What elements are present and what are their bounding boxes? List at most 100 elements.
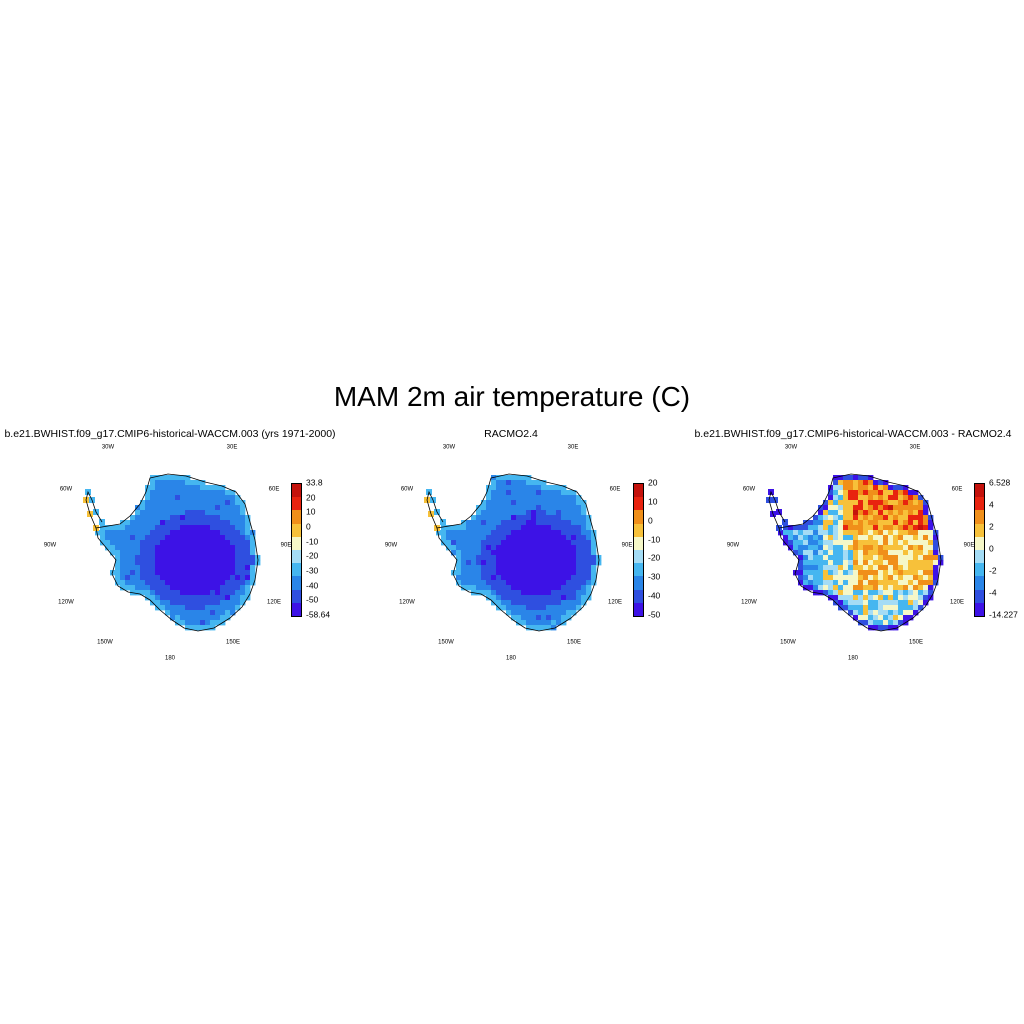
panel-obs: RACMO2.4 30W 30E 60W 60E 90W 90E 120W 120E 150W 1… — [341, 428, 681, 668]
grid-cell — [883, 595, 889, 601]
grid-cell — [848, 495, 854, 501]
grid-cell — [848, 580, 854, 586]
grid-cell — [496, 535, 502, 541]
grid-cell — [918, 535, 924, 541]
grid-cell — [858, 540, 864, 546]
grid-cell — [466, 560, 472, 566]
grid-cell — [868, 540, 874, 546]
grid-cell — [245, 575, 251, 581]
grid-cell — [561, 595, 567, 601]
grid-cell — [838, 570, 844, 576]
grid-cell — [591, 550, 597, 556]
grid-cell — [823, 540, 829, 546]
grid-cell — [793, 550, 799, 556]
grid-cell — [170, 545, 176, 551]
grid-cell — [501, 575, 507, 581]
grid-cell — [220, 585, 226, 591]
grid-cell — [120, 555, 126, 561]
grid-cell — [130, 555, 136, 561]
grid-cell — [175, 570, 181, 576]
grid-cell — [823, 530, 829, 536]
grid-cell — [838, 500, 844, 506]
grid-cell — [180, 540, 186, 546]
grid-cell — [818, 560, 824, 566]
grid-cell — [476, 525, 482, 531]
grid-cell — [215, 550, 221, 556]
grid-cell — [863, 535, 869, 541]
grid-cell — [566, 495, 572, 501]
grid-cell — [496, 525, 502, 531]
grid-cell — [591, 545, 597, 551]
grid-cell — [155, 550, 161, 556]
grid-cell — [843, 590, 849, 596]
panel-title: b.e21.BWHIST.f09_g17.CMIP6-historical-WA… — [694, 428, 1012, 440]
grid-cell — [813, 520, 819, 526]
grid-cell — [521, 595, 527, 601]
grid-cell — [928, 555, 934, 561]
grid-cell — [230, 605, 236, 611]
grid-cell — [878, 605, 884, 611]
grid-cell — [883, 620, 889, 626]
grid-cell — [883, 540, 889, 546]
grid-cell — [245, 570, 251, 576]
grid-cell — [240, 540, 246, 546]
grid-cell — [180, 500, 186, 506]
grid-cell — [160, 505, 166, 511]
grid-cell — [155, 505, 161, 511]
grid-cell — [516, 610, 522, 616]
grid-cell — [586, 590, 592, 596]
grid-cell — [566, 595, 572, 601]
grid-cell — [531, 625, 537, 631]
grid-cell — [205, 515, 211, 521]
grid-cell — [546, 515, 552, 521]
grid-cell — [451, 540, 457, 546]
grid-cell — [210, 535, 216, 541]
grid-cell — [828, 525, 834, 531]
grid-cell — [471, 550, 477, 556]
grid-cell — [210, 615, 216, 621]
grid-cell — [135, 515, 141, 521]
grid-cell — [873, 540, 879, 546]
grid-cell — [918, 545, 924, 551]
grid-cell — [481, 535, 487, 541]
grid-cell — [516, 475, 522, 481]
grid-cell — [195, 485, 201, 491]
grid-cell — [878, 480, 884, 486]
grid-cell — [486, 540, 492, 546]
grid-cell — [526, 580, 532, 586]
colorbar-label: -2 — [989, 565, 997, 576]
grid-cell — [833, 525, 839, 531]
grid-cell — [250, 555, 256, 561]
grid-cell — [120, 520, 126, 526]
longitude-label: 90W — [43, 542, 57, 549]
grid-cell — [95, 530, 101, 536]
colorbar-segment — [634, 576, 643, 590]
grid-cell — [145, 595, 151, 601]
colorbar-label: -10 — [648, 534, 661, 545]
grid-cell — [893, 600, 899, 606]
grid-cell — [823, 555, 829, 561]
grid-cell — [165, 550, 171, 556]
grid-cell — [571, 610, 577, 616]
grid-cell — [220, 615, 226, 621]
grid-cell — [200, 490, 206, 496]
grid-cell — [873, 625, 879, 631]
grid-cell — [898, 520, 904, 526]
grid-cell — [125, 565, 131, 571]
grid-cell — [150, 580, 156, 586]
grid-cell — [190, 600, 196, 606]
grid-cell — [491, 590, 497, 596]
grid-cell — [828, 485, 834, 491]
grid-cell — [913, 560, 919, 566]
grid-cell — [160, 575, 166, 581]
grid-cell — [526, 490, 532, 496]
grid-cell — [828, 580, 834, 586]
grid-cell — [561, 610, 567, 616]
grid-cell — [496, 570, 502, 576]
grid-cell — [546, 525, 552, 531]
grid-cell — [536, 505, 542, 511]
grid-cell — [878, 545, 884, 551]
grid-cell — [888, 610, 894, 616]
grid-cell — [536, 585, 542, 591]
grid-cell — [205, 570, 211, 576]
